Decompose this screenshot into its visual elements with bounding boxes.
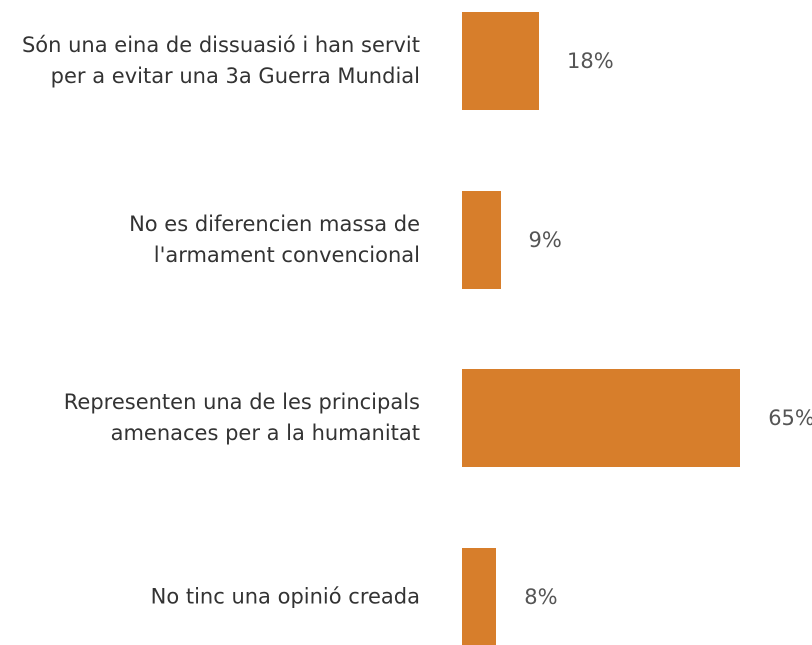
- value-label: 18%: [567, 49, 614, 73]
- value-label: 8%: [524, 585, 558, 610]
- category-label: Representen una de les principals amenac…: [63, 390, 420, 446]
- bar: [462, 12, 540, 110]
- bar: [462, 190, 501, 289]
- category-label: No es diferencien massa de l'armament co…: [129, 211, 420, 267]
- value-label: 65%: [768, 406, 812, 431]
- category-label: No tinc una opinió creada: [150, 584, 420, 609]
- category-label: Són una eina de dissuasió i han servit p…: [21, 33, 420, 88]
- value-label: 9%: [528, 227, 562, 252]
- bar: [462, 548, 497, 645]
- bar: [462, 369, 741, 468]
